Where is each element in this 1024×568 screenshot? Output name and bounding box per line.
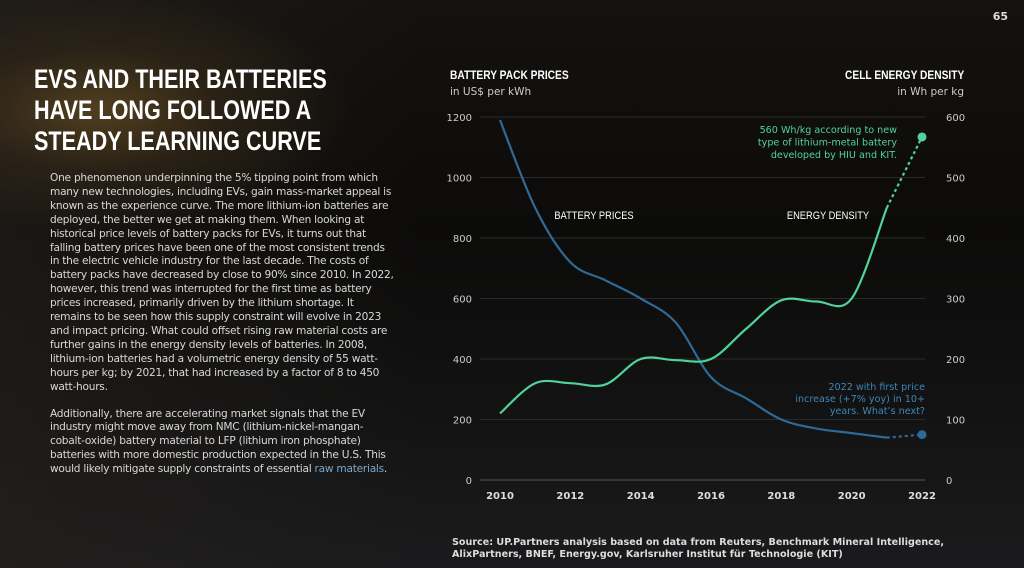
paragraph-2: Additionally, there are accelerating mar… [50,408,394,478]
right-tick-label: 400 [946,234,965,245]
annotation-energy-line: type of lithium-metal battery [758,138,897,149]
x-tick-label: 2014 [627,491,655,502]
left-tick-label: 400 [453,355,472,366]
x-tick-label: 2016 [697,491,725,502]
series-projection-0 [886,433,923,439]
annotation-energy-line: developed by HIU and KIT. [771,150,897,161]
x-tick-label: 2010 [486,491,514,502]
annotation-price-line: increase (+7% yoy) in 10+ [795,394,925,405]
right-axis-title: CELL ENERGY DENSITY [844,68,964,82]
annotation-energy-line: 560 Wh/kg according to new [760,125,898,136]
battery-prices-label: BATTERY PRICES [554,210,634,222]
page-number: 65 [992,10,1008,23]
background-photo [0,0,420,568]
raw-materials-link[interactable]: raw materials [314,463,385,476]
left-tick-label: 1200 [447,113,472,124]
right-tick-label: 200 [946,355,965,366]
x-tick-label: 2018 [767,491,795,502]
left-tick-label: 600 [453,295,472,306]
left-axis-subtitle: in US$ per kWh [450,86,532,98]
right-tick-label: 100 [946,416,965,427]
page-title: EVs and their batteries have long follow… [34,64,327,156]
paragraph-2-text: Additionally, there are accelerating mar… [50,407,386,476]
body-text: One phenomenon underpinning the 5% tippi… [50,172,394,490]
series-endpoint-1 [917,132,927,142]
right-tick-label: 300 [946,295,965,306]
right-tick-label: 0 [946,476,952,487]
energy-density-label: ENERGY DENSITY [787,210,869,222]
right-tick-label: 600 [946,113,965,124]
series-endpoint-0 [917,430,927,440]
annotation-price-line: 2022 with first price [828,382,925,393]
x-tick-label: 2022 [908,491,936,502]
right-tick-label: 500 [946,174,965,185]
left-axis-title: BATTERY PACK PRICES [450,68,569,82]
right-axis-subtitle: in Wh per kg [897,86,964,98]
series-line-0 [498,119,887,439]
x-tick-label: 2012 [556,491,584,502]
left-tick-label: 200 [453,416,472,427]
source-note: Source: UP.Partners analysis based on da… [452,537,945,560]
left-tick-label: 800 [453,234,472,245]
left-tick-label: 1000 [447,174,472,185]
paragraph-1: One phenomenon underpinning the 5% tippi… [50,172,394,393]
series-line-1 [499,207,888,415]
series-projection-1 [885,136,923,209]
x-tick-label: 2020 [838,491,866,502]
paragraph-2-end: . [383,463,388,476]
annotation-price-line: years. What’s next? [830,406,925,417]
left-column: EVs and their batteries have long follow… [34,64,414,490]
left-tick-label: 0 [466,476,472,487]
